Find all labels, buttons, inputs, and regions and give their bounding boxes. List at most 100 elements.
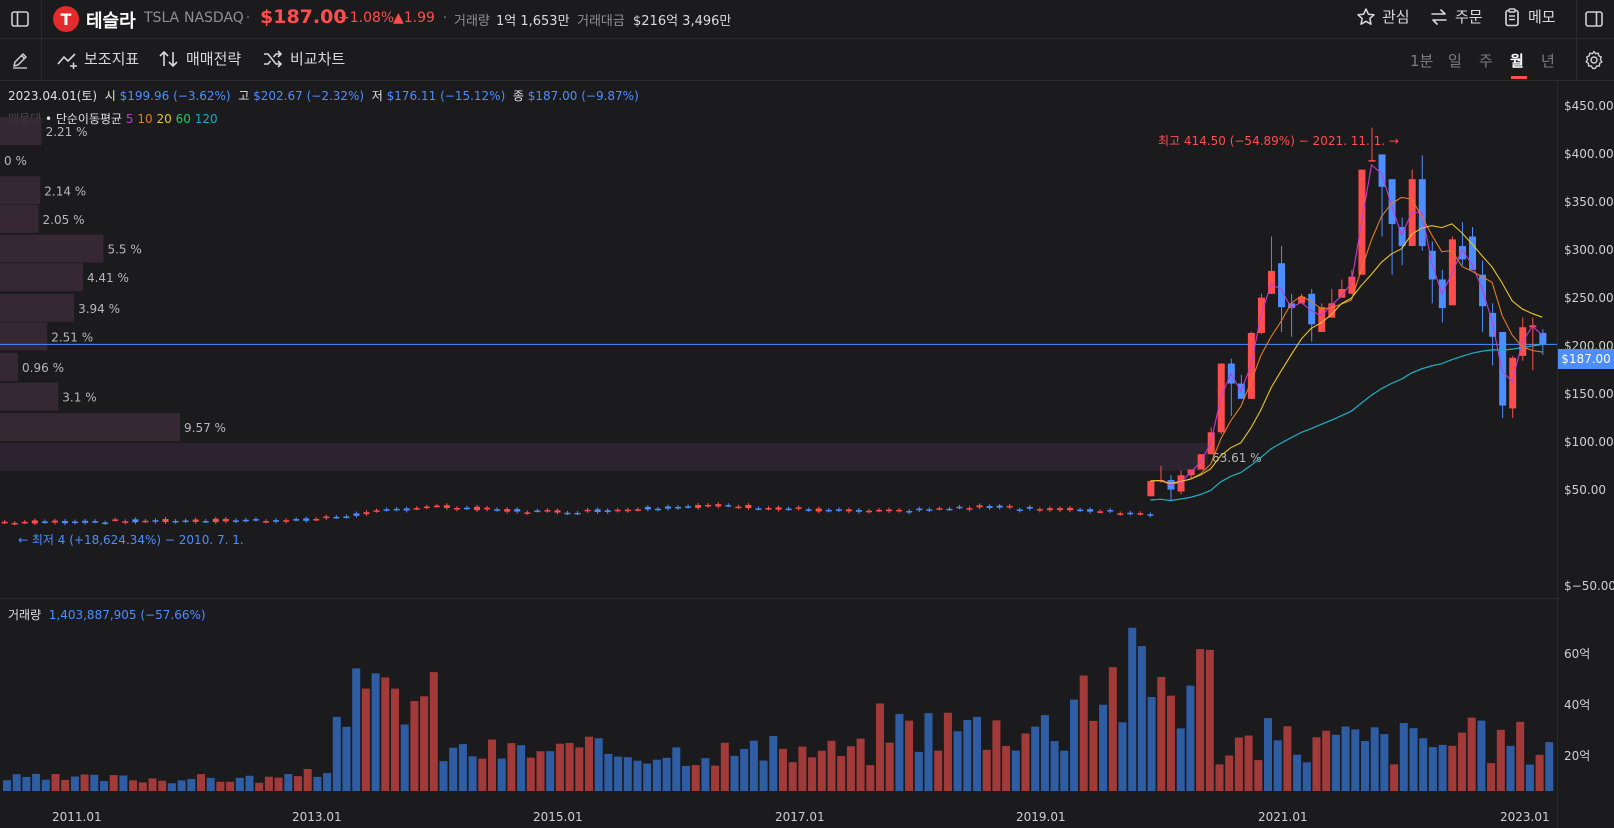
volume-bar	[575, 747, 584, 791]
watchlist-button[interactable]: 관심	[1356, 6, 1410, 27]
candle	[82, 520, 89, 523]
volume-bar	[294, 776, 302, 791]
volume-bar	[701, 758, 710, 791]
volume-bar	[1060, 750, 1069, 791]
volume-bar	[1312, 737, 1321, 791]
volume-bar	[779, 748, 787, 791]
candle	[956, 506, 963, 509]
volume-bar	[1273, 740, 1282, 791]
volume-bar	[1545, 742, 1554, 791]
candle	[51, 520, 58, 523]
indicator-chart-icon	[57, 52, 77, 69]
candle	[1107, 510, 1114, 512]
volume-bar	[1205, 649, 1214, 791]
volume-bar	[138, 782, 147, 791]
period-month[interactable]: 월	[1510, 52, 1524, 70]
price-tick: $450.00	[1564, 99, 1614, 113]
volume-bar	[3, 780, 11, 791]
volume-bar	[982, 749, 991, 791]
candle	[896, 509, 903, 512]
all-time-high-annotation: 최고 414.50 (−54.89%) − 2021. 11. 1. →	[1158, 134, 1399, 148]
volume-bar	[22, 776, 31, 791]
candle	[534, 510, 541, 513]
candle	[1137, 513, 1144, 515]
volume-profile-label: 5.5 %	[107, 243, 141, 257]
candle	[725, 505, 732, 507]
candle	[785, 508, 792, 511]
close-value: $187.00 (−9.87%)	[527, 89, 639, 103]
candle	[1056, 508, 1063, 511]
candle	[906, 511, 913, 513]
low-label: 저	[371, 89, 383, 103]
candle	[574, 512, 581, 515]
period-week[interactable]: 주	[1479, 52, 1493, 70]
candle	[122, 521, 129, 523]
candle	[494, 509, 501, 511]
volume-tick: 40억	[1564, 698, 1591, 712]
candle	[665, 506, 671, 509]
volume-bar	[1176, 728, 1185, 791]
divider	[41, 39, 42, 80]
memo-button[interactable]: 메모	[1502, 6, 1556, 27]
volume-profile-label: 2.51 %	[51, 330, 93, 344]
candle	[31, 520, 38, 524]
volume-bar	[1254, 760, 1263, 791]
candle	[403, 508, 410, 511]
volume-bar	[468, 756, 477, 791]
volume-bar	[1477, 720, 1486, 791]
candle	[182, 520, 189, 522]
candle	[695, 504, 702, 508]
volume-bar	[808, 757, 817, 791]
compare-button[interactable]: 비교차트	[262, 48, 345, 69]
volume-profile-bar	[0, 353, 19, 382]
indicators-button[interactable]: 보조지표	[56, 48, 139, 69]
price-tick: $100.00	[1564, 435, 1614, 449]
sidebar-toggle-button[interactable]	[8, 7, 32, 31]
ma-20: 20	[156, 112, 172, 126]
volume-bar	[1264, 718, 1272, 791]
candle	[644, 506, 651, 510]
candle	[283, 520, 290, 522]
volume-bar	[478, 758, 487, 791]
draw-tool-button[interactable]	[8, 48, 32, 72]
volume-bar	[633, 760, 642, 791]
ma-120-line	[1150, 344, 1543, 502]
period-year[interactable]: 년	[1541, 52, 1555, 70]
period-1min[interactable]: 1분	[1410, 52, 1434, 70]
right-panel-toggle-button[interactable]	[1582, 7, 1606, 31]
candle	[1117, 513, 1124, 515]
divider	[1576, 0, 1577, 38]
current-price-tag-text: $187.00	[1561, 352, 1611, 366]
settings-button[interactable]	[1582, 48, 1606, 72]
order-button[interactable]: 주문	[1429, 6, 1483, 27]
volume-pane-label: 거래량	[8, 608, 42, 622]
candle	[795, 507, 802, 509]
volume-bar	[1244, 735, 1253, 791]
candle	[1067, 507, 1073, 511]
candle	[1147, 514, 1154, 516]
volume-profile-bar	[0, 234, 104, 263]
volume-chart[interactable]	[0, 599, 1557, 804]
volume-bar	[730, 755, 739, 791]
volume-bar	[458, 744, 467, 791]
price-chart[interactable]: 2.21 % 0 % 2.14 % 2.05 % 5.5 % 4.41 % 3.94 % 2.…	[0, 80, 1557, 598]
candle	[1087, 509, 1094, 512]
candle	[363, 512, 370, 515]
ma-120: 120	[194, 112, 218, 126]
volume-bar	[769, 736, 778, 791]
amount-label: 거래대금	[577, 14, 625, 29]
volume-bar	[410, 701, 419, 791]
strategy-button[interactable]: 매매전략	[158, 48, 241, 69]
volume-bar	[1128, 627, 1137, 791]
volume-bar	[158, 780, 167, 791]
volume-bar	[711, 765, 720, 791]
candle	[1268, 270, 1275, 294]
volume-bar	[623, 757, 632, 791]
volume-bar	[1157, 676, 1166, 791]
volume-bar	[429, 672, 438, 791]
strategy-label: 매매전략	[186, 50, 242, 68]
sort-arrows-icon	[159, 50, 178, 67]
candle	[232, 520, 239, 522]
period-day[interactable]: 일	[1448, 52, 1462, 70]
volume-bar	[856, 738, 865, 791]
